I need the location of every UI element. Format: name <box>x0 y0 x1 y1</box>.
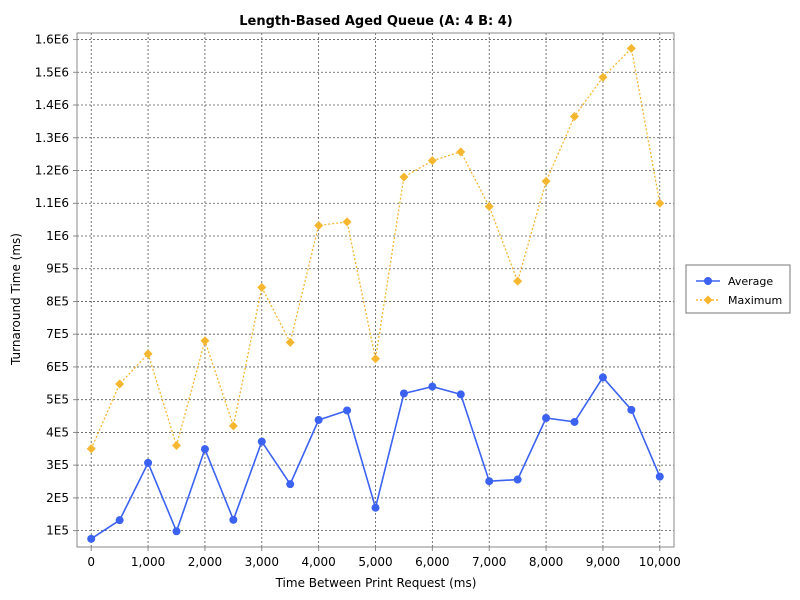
y-tick-label: 1E5 <box>46 524 69 538</box>
data-point-maximum <box>541 176 551 186</box>
axes: 0 1,000 2,000 3,000 4,000 5,000 6,000 7,000 8,00… <box>35 32 681 569</box>
y-tick-label: 1.5E6 <box>35 65 69 79</box>
y-tick-label: 7E5 <box>46 327 69 341</box>
data-point-maximum <box>143 349 153 359</box>
data-point-average <box>627 405 636 414</box>
data-point-maximum <box>115 379 125 389</box>
data-point-average <box>542 414 551 423</box>
grid-lines <box>77 33 674 547</box>
data-point-maximum <box>342 217 352 227</box>
data-point-maximum <box>285 337 295 347</box>
data-point-maximum <box>314 221 324 231</box>
data-point-average <box>229 515 238 524</box>
data-point-maximum <box>257 282 267 292</box>
y-tick-label: 1.1E6 <box>35 196 69 210</box>
legend-box <box>685 264 791 314</box>
data-point-average <box>257 437 266 446</box>
data-point-average <box>399 389 408 398</box>
y-tick-label: 3E5 <box>46 458 69 472</box>
legend-marker-average <box>704 277 712 285</box>
x-tick-label: 3,000 <box>245 555 279 569</box>
y-tick-label: 1.2E6 <box>35 164 69 178</box>
x-tick-label: 8,000 <box>529 555 563 569</box>
data-point-average <box>314 415 323 424</box>
data-point-maximum <box>456 147 466 157</box>
y-tick-label: 9E5 <box>46 262 69 276</box>
x-tick-label: 0 <box>87 555 95 569</box>
y-tick-label: 6E5 <box>46 360 69 374</box>
data-point-maximum <box>513 276 523 286</box>
x-tick-label: 4,000 <box>301 555 335 569</box>
y-tick-label: 8E5 <box>46 294 69 308</box>
legend-label-average: Average <box>728 275 773 288</box>
y-tick-label: 5E5 <box>46 393 69 407</box>
data-point-average <box>200 445 209 454</box>
x-tick-label: 1,000 <box>131 555 165 569</box>
data-point-average <box>343 406 352 415</box>
y-axis-label: Turnaround Time (ms) <box>9 233 23 366</box>
data-point-average <box>485 477 494 486</box>
data-point-maximum <box>598 72 608 82</box>
y-tick-label: 1.4E6 <box>35 98 69 112</box>
data-point-average <box>144 458 153 467</box>
data-point-maximum <box>570 111 579 121</box>
data-point-maximum <box>200 336 210 346</box>
data-point-maximum <box>427 156 437 166</box>
data-point-maximum <box>626 43 636 53</box>
chart-title: Length-Based Aged Queue (A: 4 B: 4) <box>239 14 513 29</box>
data-point-average <box>598 373 607 382</box>
x-tick-label: 6,000 <box>415 555 449 569</box>
legend-label-maximum: Maximum <box>728 294 782 307</box>
y-tick-label: 1.6E6 <box>35 33 69 47</box>
series-group <box>86 43 665 543</box>
series-line-maximum <box>90 47 661 450</box>
data-point-average <box>456 390 465 399</box>
data-point-average <box>172 527 181 536</box>
data-point-maximum <box>86 444 96 454</box>
data-point-maximum <box>172 441 181 451</box>
data-point-maximum <box>655 198 665 208</box>
data-point-average <box>371 503 380 512</box>
data-point-average <box>286 480 295 489</box>
x-tick-label: 5,000 <box>358 555 392 569</box>
data-point-maximum <box>399 172 409 182</box>
data-point-maximum <box>371 354 380 364</box>
legend: Average Maximum <box>685 264 791 314</box>
data-point-average <box>655 472 664 481</box>
legend-marker-maximum <box>703 295 713 305</box>
y-tick-label: 4E5 <box>46 425 69 439</box>
data-point-average <box>115 516 124 525</box>
y-tick-label: 1E6 <box>46 229 69 243</box>
x-tick-label: 7,000 <box>472 555 506 569</box>
data-point-maximum <box>484 202 494 212</box>
y-tick-label: 2E5 <box>46 491 69 505</box>
data-point-average <box>87 534 96 543</box>
data-point-maximum <box>228 421 238 431</box>
y-tick-label: 1.3E6 <box>35 131 69 145</box>
data-point-average <box>428 382 437 391</box>
x-tick-label: 9,000 <box>586 555 620 569</box>
x-axis-label: Time Between Print Request (ms) <box>275 576 477 590</box>
x-tick-label: 10,000 <box>639 555 681 569</box>
data-point-average <box>513 475 522 484</box>
x-tick-label: 2,000 <box>188 555 222 569</box>
data-point-average <box>570 417 579 426</box>
